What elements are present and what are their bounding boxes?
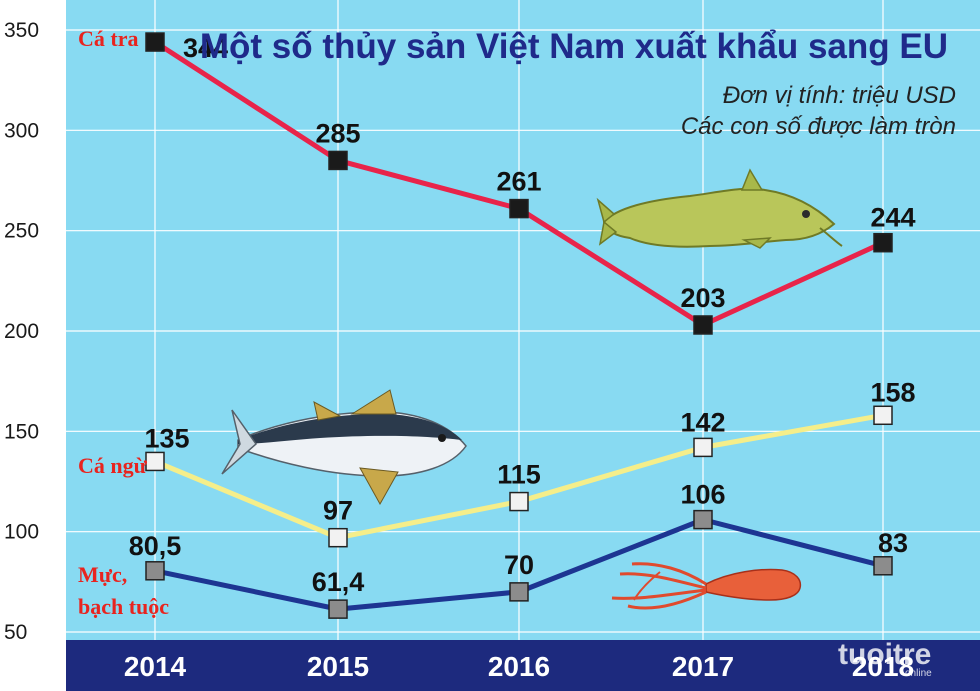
marker-1-2017 [693,437,713,458]
x-label-2015: 2015 [307,651,369,682]
marker-2-2014 [145,561,165,581]
chart-subtitle-rounding: Các con số được làm tròn [681,113,956,140]
value-label-0-2014: 344 [183,33,228,63]
chart-subtitle-unit: Đơn vị tính: triệu USD [723,82,956,109]
y-axis-ticks: 50 100 150 200 250 300 350 [4,19,39,644]
value-label-1-2018: 158 [870,377,915,407]
series-label-ca-tra: Cá tra [78,26,138,51]
marker-0-2017 [693,315,713,335]
marker-1-2014 [145,451,165,472]
value-labels: 344 285 261 203 244 135 97 115 142 158 80,5 61,4 70 1… [129,33,916,597]
x-axis-band [66,640,980,691]
x-label-2018: 2018 [852,651,914,682]
series-label-muc-line2: bạch tuộc [78,594,169,619]
tuna-illustration [221,389,467,506]
series-markers [145,32,893,619]
value-label-1-2015: 97 [323,496,353,526]
x-label-2014: 2014 [124,651,187,682]
value-label-2-2018: 83 [878,528,908,558]
value-label-2-2017: 106 [680,480,725,510]
value-label-1-2014: 135 [144,423,189,453]
value-label-0-2018: 244 [870,203,915,233]
marker-2-2016 [509,582,529,602]
value-label-0-2017: 203 [680,283,725,313]
y-tick-label-350: 350 [4,19,39,42]
marker-2-2015 [328,599,348,619]
value-label-2-2016: 70 [504,550,534,580]
y-tick-label-200: 200 [4,320,39,343]
plot-background [66,0,980,640]
y-tick-label-150: 150 [4,420,39,443]
watermark-suffix: online [905,668,932,679]
value-label-0-2016: 261 [496,167,541,197]
value-label-0-2015: 285 [315,118,360,148]
value-label-2-2014: 80,5 [129,531,182,561]
marker-0-2016 [509,198,529,219]
catfish-illustration [596,168,843,249]
y-tick-label-50: 50 [4,621,27,644]
marker-0-2015 [328,150,348,171]
marker-0-2018 [873,232,893,253]
marker-0-2014 [145,32,165,52]
marker-1-2015 [328,527,348,548]
marker-2-2018 [873,556,893,576]
x-axis-labels: 2014 2015 2016 2017 2018 [124,651,914,682]
y-tick-label-300: 300 [4,119,39,142]
watermark-brand: tuoitre [838,638,931,671]
value-label-1-2017: 142 [680,407,725,437]
watermark: tuoitre online [838,638,932,679]
value-label-1-2016: 115 [497,460,541,490]
marker-2-2017 [693,509,713,530]
chart-title: Một số thủy sản Việt Nam xuất khẩu sang … [200,27,948,66]
y-tick-label-250: 250 [4,220,39,243]
y-tick-label-100: 100 [4,521,39,544]
x-label-2017: 2017 [672,651,734,682]
series-label-ca-ngu: Cá ngừ [78,453,148,478]
series-label-muc-line1: Mực, [78,562,127,587]
x-label-2016: 2016 [488,651,550,682]
value-label-2-2015: 61,4 [312,567,365,597]
marker-1-2016 [509,491,529,512]
squid-illustration [611,562,802,610]
marker-1-2018 [873,405,893,426]
